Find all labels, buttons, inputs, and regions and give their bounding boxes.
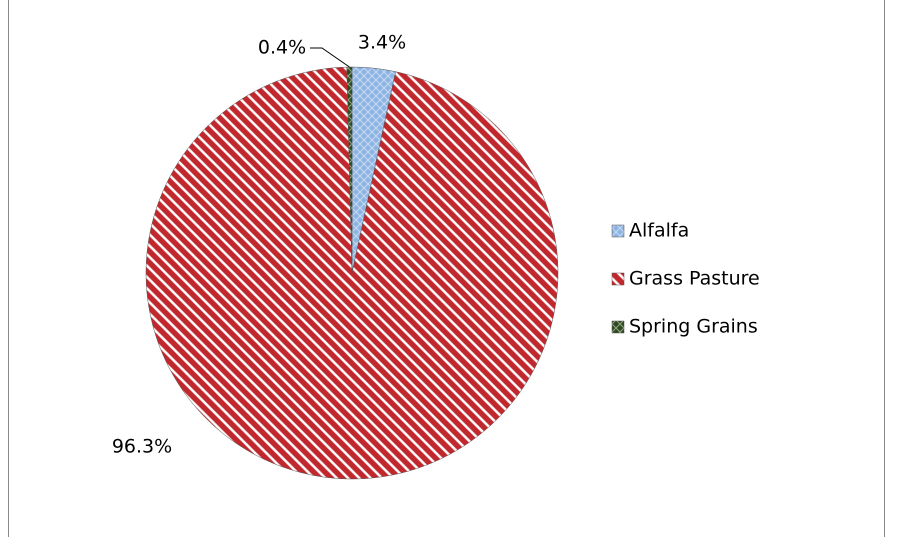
data-label: 0.4% <box>258 37 306 59</box>
legend-swatch <box>611 224 625 238</box>
leader-line <box>310 47 350 68</box>
legend-label: Alfalfa <box>629 220 689 242</box>
data-label: 96.3% <box>112 436 172 458</box>
legend-swatch <box>611 272 625 286</box>
pie-slice <box>145 66 559 480</box>
legend-label: Spring Grains <box>629 316 758 338</box>
legend-label: Grass Pasture <box>629 268 760 290</box>
legend-swatch <box>611 320 625 334</box>
data-label: 3.4% <box>358 32 406 54</box>
